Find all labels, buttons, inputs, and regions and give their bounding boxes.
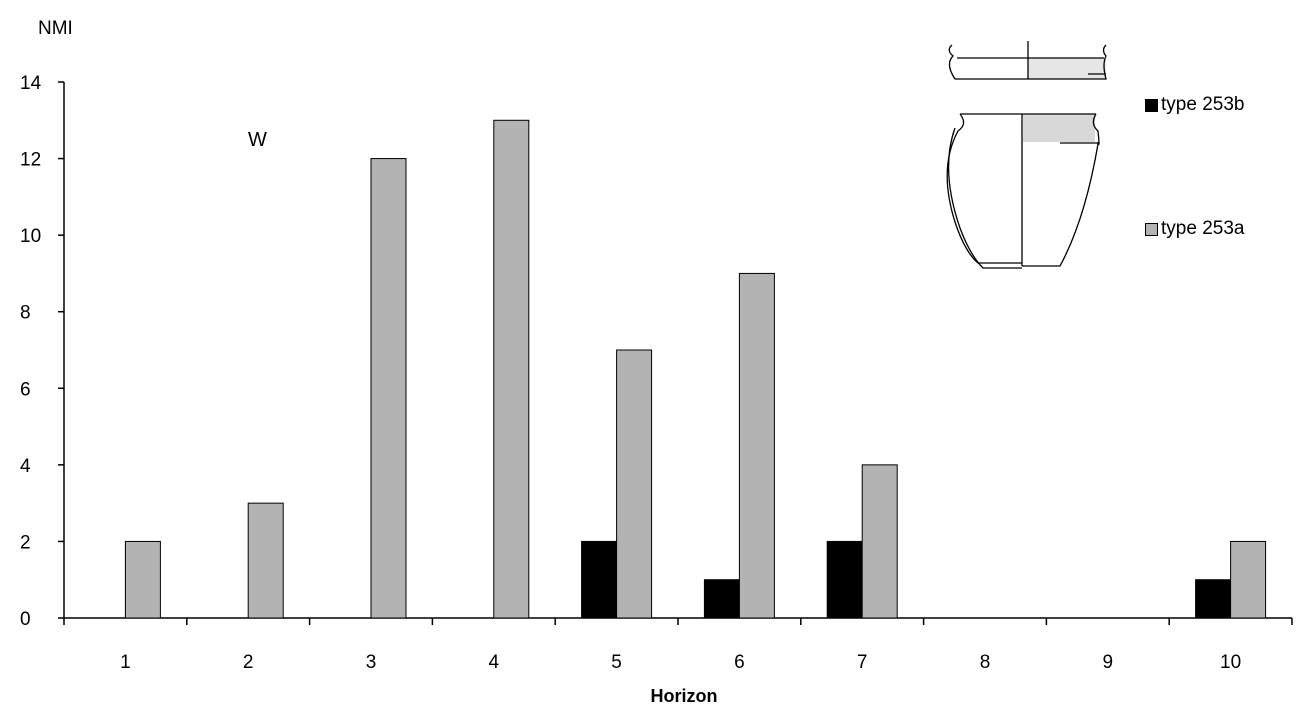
x-tick-label: 1 xyxy=(120,652,131,673)
legend-label-253a: type 253a xyxy=(1161,218,1245,239)
x-tick-label: 3 xyxy=(366,652,377,673)
y-tick-label: 2 xyxy=(20,532,31,553)
y-axis-label: NMI xyxy=(38,18,73,39)
x-tick-label: 9 xyxy=(1103,652,1114,673)
bar-type-253b xyxy=(826,540,863,619)
legend-item-type-253a: type 253a xyxy=(1145,218,1244,240)
vessel-drawing-bottom xyxy=(946,113,1100,269)
vessel-drawing-top xyxy=(948,41,1107,80)
x-tick-label: 5 xyxy=(611,652,622,673)
y-tick-label: 6 xyxy=(20,379,31,400)
x-tick-label: 6 xyxy=(734,652,745,673)
y-tick-label: 14 xyxy=(20,73,42,94)
annotation-label: W xyxy=(248,129,267,151)
bar-type-253a xyxy=(1230,540,1267,619)
bar-type-253a xyxy=(247,502,284,619)
bar-type-253a xyxy=(493,119,530,619)
bar-type-253a xyxy=(370,158,407,619)
x-tick-label: 4 xyxy=(489,652,500,673)
legend-swatch-253a xyxy=(1145,222,1158,236)
y-tick-label: 10 xyxy=(20,226,41,247)
y-tick-label: 8 xyxy=(20,303,31,324)
y-tick-label: 0 xyxy=(20,609,31,630)
x-tick-label: 2 xyxy=(243,652,254,673)
x-tick-label: 8 xyxy=(980,652,991,673)
y-tick-label: 12 xyxy=(20,150,41,171)
x-tick-label: 10 xyxy=(1220,652,1241,673)
bar-type-253b xyxy=(581,540,618,619)
x-tick-label: 7 xyxy=(857,652,868,673)
legend-swatch-253b xyxy=(1145,98,1158,112)
bar-type-253a xyxy=(861,464,898,619)
legend-label-253b: type 253b xyxy=(1161,94,1245,115)
y-tick-label: 4 xyxy=(20,456,31,477)
bar-type-253a xyxy=(616,349,653,619)
x-axis-label: Horizon xyxy=(651,686,718,706)
bar-type-253b xyxy=(703,579,740,619)
legend-item-type-253b: type 253b xyxy=(1145,94,1244,116)
bar-type-253a xyxy=(738,272,775,619)
bar-type-253a xyxy=(124,540,161,619)
bar-type-253b xyxy=(1195,579,1232,619)
